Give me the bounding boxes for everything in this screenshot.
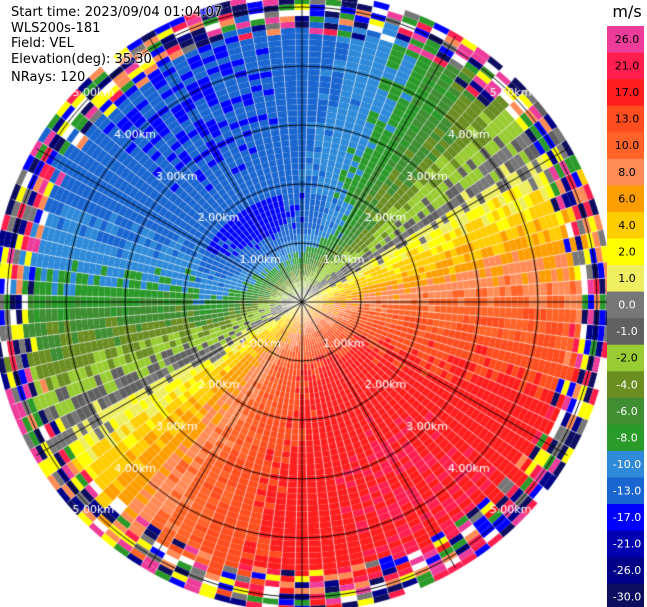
colorbar-swatch: [607, 26, 644, 54]
colorbar-swatch: [607, 557, 644, 585]
colorbar-swatch: [607, 132, 644, 160]
colorbar-swatch: [607, 371, 644, 399]
colorbar-swatch: [607, 424, 644, 452]
colorbar-tick-label: 26.0: [615, 33, 640, 46]
colorbar-swatch: [607, 158, 644, 186]
elevation-label: Elevation(deg): 35.30: [11, 51, 152, 67]
colorbar-swatch: [607, 530, 644, 558]
colorbar-swatch: [607, 211, 644, 239]
metadata-panel: Start time: 2023/09/04 01:04:07 WLS200s-…: [11, 5, 222, 86]
colorbar-tick-label: 6.0: [618, 192, 636, 205]
colorbar-swatch: [607, 185, 644, 213]
field-label: Field: VEL: [11, 36, 74, 51]
colorbar-swatch: [607, 583, 644, 607]
colorbar-swatch: [607, 344, 644, 372]
colorbar-unit-label: m/s: [612, 2, 641, 21]
colorbar-tick-label: 10.0: [615, 139, 640, 152]
colorbar-tick-label: -17.0: [613, 511, 641, 524]
colorbar-tick-label: -4.0: [616, 378, 637, 391]
colorbar-tick-label: 0.0: [618, 299, 636, 312]
colorbar: m/s 26.0 21.0 17.0 13.0 10.0 8.0 6.0 4.0 2.0 1.0 0.…: [607, 2, 644, 607]
colorbar-tick-label: -1.0: [616, 325, 637, 338]
colorbar-tick-label: -21.0: [613, 538, 641, 551]
colorbar-swatch: [607, 318, 644, 346]
instrument-label: WLS200s-181: [11, 20, 101, 36]
colorbar-tick-label: 21.0: [615, 60, 640, 73]
colorbar-tick-label: 17.0: [615, 86, 640, 99]
colorbar-tick-label: -10.0: [613, 458, 641, 471]
colorbar-tick-label: 13.0: [615, 113, 640, 126]
ppi-velocity-plot: [0, 0, 607, 607]
colorbar-tick-label: 1.0: [618, 272, 636, 285]
colorbar-tick-label: -6.0: [616, 405, 637, 418]
colorbar-swatch: [607, 105, 644, 133]
colorbar-tick-label: -13.0: [613, 484, 641, 497]
colorbar-swatch: [607, 265, 644, 293]
colorbar-swatch: [607, 397, 644, 425]
colorbar-tick-label: -30.0: [613, 591, 641, 604]
colorbar-tick-label: -8.0: [616, 431, 637, 444]
colorbar-tick-label: 2.0: [618, 245, 636, 258]
colorbar-tick-label: -2.0: [616, 352, 637, 365]
start-time-label: Start time: 2023/09/04 01:04:07: [11, 5, 223, 20]
colorbar-swatch: [607, 238, 644, 266]
colorbar-swatch: [607, 291, 644, 319]
colorbar-tick-label: 4.0: [618, 219, 636, 232]
colorbar-swatch: [607, 477, 644, 505]
colorbar-swatch: [607, 504, 644, 532]
colorbar-swatch: [607, 79, 644, 107]
colorbar-tick-label: 8.0: [618, 166, 636, 179]
colorbar-swatch: [607, 450, 644, 478]
colorbar-tick-label: -26.0: [613, 564, 641, 577]
colorbar-swatch: [607, 52, 644, 80]
nrays-label: NRays: 120: [11, 70, 86, 85]
